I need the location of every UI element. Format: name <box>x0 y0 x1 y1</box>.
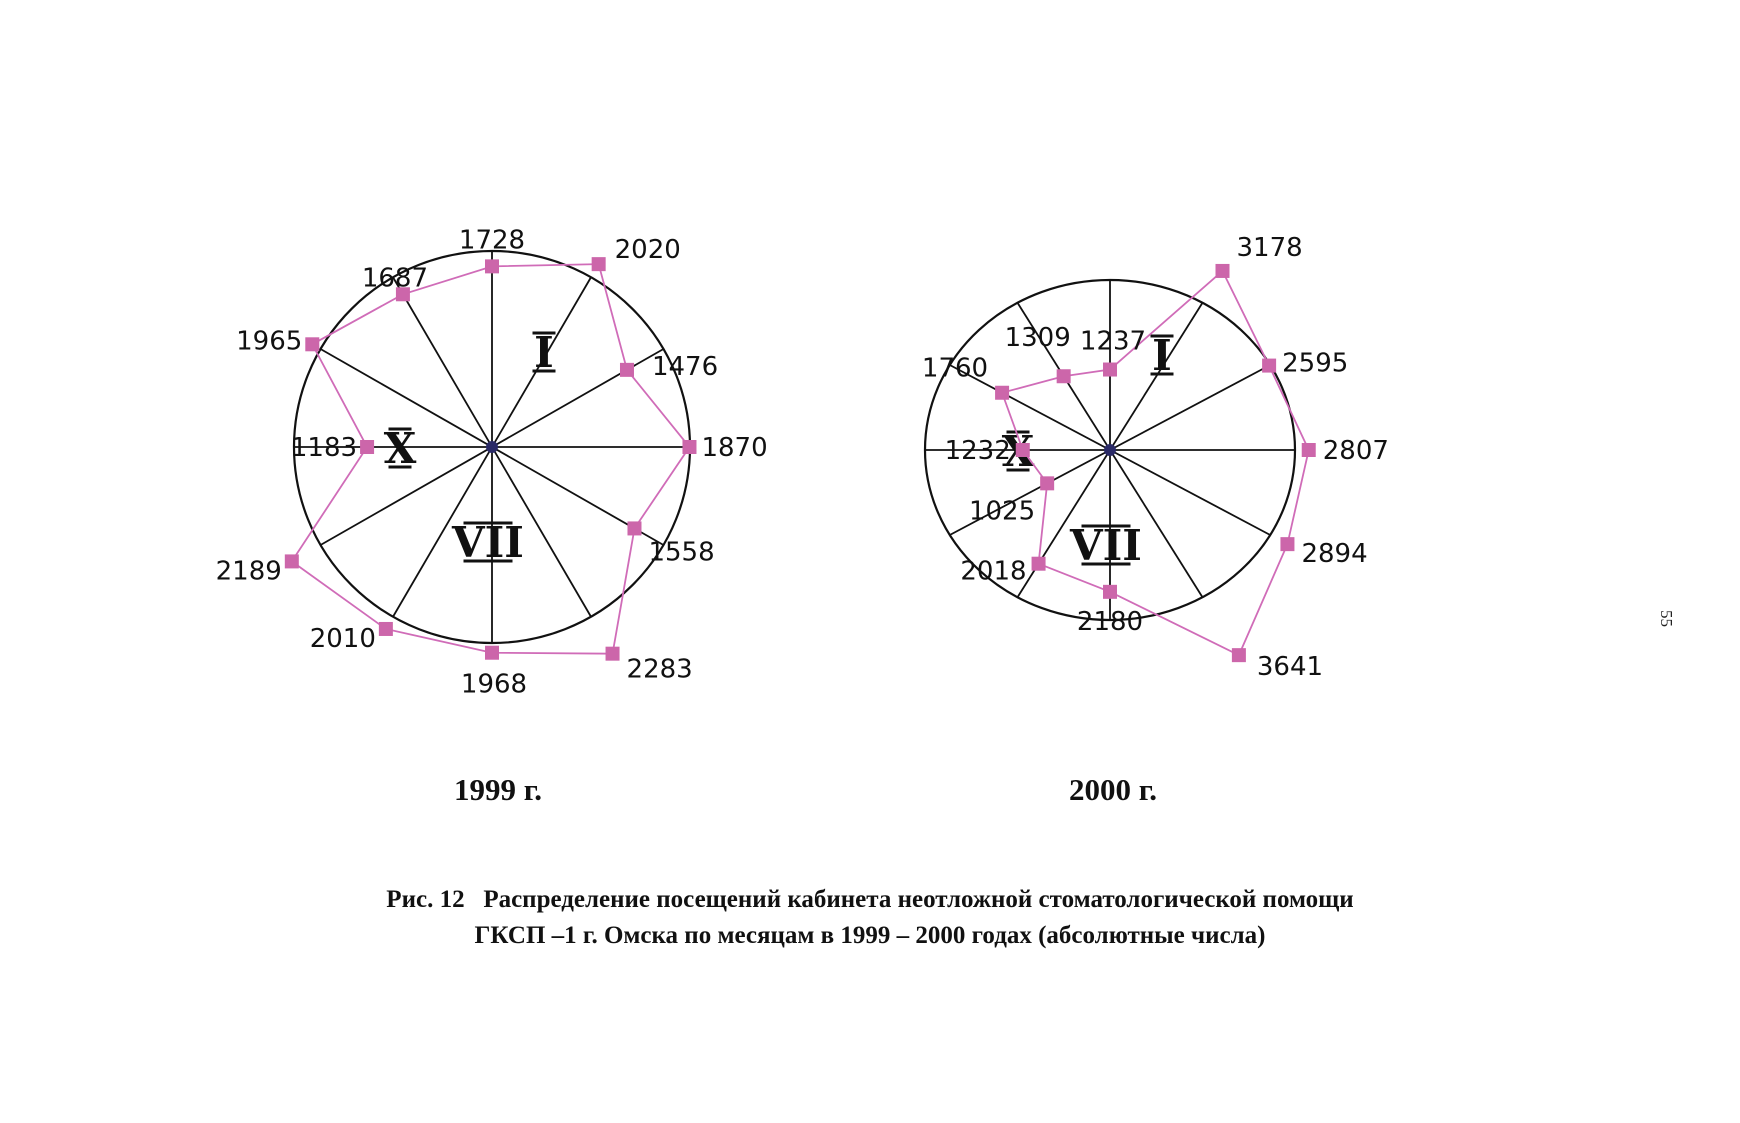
chart-1-quadrant-label-1: I <box>534 328 554 377</box>
chart-2-point-XII <box>1056 369 1071 384</box>
chart-2-value-label-XII: 1309 <box>1005 323 1071 353</box>
chart-2-value-label-III: 2595 <box>1282 349 1348 379</box>
chart-2-quadrant-label-1: I <box>1152 331 1172 380</box>
figure-caption: Рис. 12 Распределение посещений кабинета… <box>0 882 1740 954</box>
chart-2-point-II <box>1215 263 1230 278</box>
chart-1-value-label-I: 1728 <box>459 225 525 255</box>
chart-2-point-IX <box>1040 476 1055 491</box>
chart-1-value-label-X: 1183 <box>291 433 357 463</box>
chart-1-point-IX <box>284 554 299 569</box>
chart-1-value-label-VI: 2283 <box>627 655 693 685</box>
chart-2-value-label-VIII: 2018 <box>960 557 1026 587</box>
chart-2-value-label-X: 1232 <box>945 436 1011 466</box>
chart-2-value-label-VI: 3641 <box>1257 652 1323 682</box>
chart-1-value-label-II: 2020 <box>615 235 681 265</box>
chart-2-center-dot <box>1104 444 1116 456</box>
chart-2-point-X <box>1015 443 1030 457</box>
chart-1-value-label-VII: 1968 <box>461 670 527 700</box>
chart-1-value-label-XI: 1965 <box>236 326 302 356</box>
chart-1-value-label-IV: 1870 <box>701 433 767 463</box>
chart-1-center-dot <box>486 441 498 453</box>
chart-2-value-label-II: 3178 <box>1237 233 1303 263</box>
chart-2-point-V <box>1280 537 1295 552</box>
chart-1-point-VI <box>605 646 620 661</box>
caption-line-1: Рис. 12 Распределение посещений кабинета… <box>386 886 1354 913</box>
chart-2-point-IV <box>1301 443 1316 457</box>
chart-1-quadrant-label-3: VII <box>451 518 524 567</box>
chart-1-point-X <box>360 440 375 454</box>
chart-1-point-XII <box>395 287 410 302</box>
chart-1-point-XI <box>305 337 320 352</box>
chart-2-value-label-V: 2894 <box>1301 539 1367 569</box>
chart-2-value-label-IV: 2807 <box>1323 436 1389 466</box>
chart-2-point-XI <box>995 385 1010 400</box>
page-number: 55 <box>1657 610 1676 627</box>
chart-2-quadrant-label-3: VII <box>1069 521 1142 570</box>
chart-1-point-I <box>485 259 499 274</box>
chart-1-point-VII <box>485 645 499 660</box>
chart-2-value-label-I: 1237 <box>1080 327 1146 357</box>
chart-1-value-label-V: 1558 <box>648 537 714 567</box>
chart-1-quadrant-label-2: X <box>384 424 417 473</box>
caption-line-2: ГКСП –1 г. Омска по месяцам в 1999 – 200… <box>474 922 1266 949</box>
chart-1-value-label-VIII: 2010 <box>310 624 376 654</box>
chart-2-value-label-IX: 1025 <box>969 496 1035 526</box>
chart-2-value-label-XI: 1760 <box>922 354 988 384</box>
chart-1-point-III <box>619 362 634 377</box>
chart-1-value-label-XII: 1687 <box>362 263 428 293</box>
chart-1-value-label-IX: 2189 <box>216 556 282 586</box>
chart-1-year-title: 1999 г. <box>454 772 542 807</box>
chart-2-point-VIII <box>1031 556 1046 571</box>
chart-2-value-label-VII: 2180 <box>1077 607 1143 637</box>
chart-1-point-VIII <box>378 621 393 636</box>
chart-1-point-II <box>591 257 606 272</box>
chart-2-point-I <box>1103 362 1117 377</box>
chart-1-value-label-III: 1476 <box>652 352 718 382</box>
chart-2-point-III <box>1262 358 1277 373</box>
chart-2-point-VII <box>1103 584 1117 599</box>
chart-1-point-V <box>627 521 642 536</box>
chart-2-point-VI <box>1231 648 1246 663</box>
chart-1-point-IV <box>682 440 697 454</box>
chart-2-year-title: 2000 г. <box>1069 772 1157 807</box>
